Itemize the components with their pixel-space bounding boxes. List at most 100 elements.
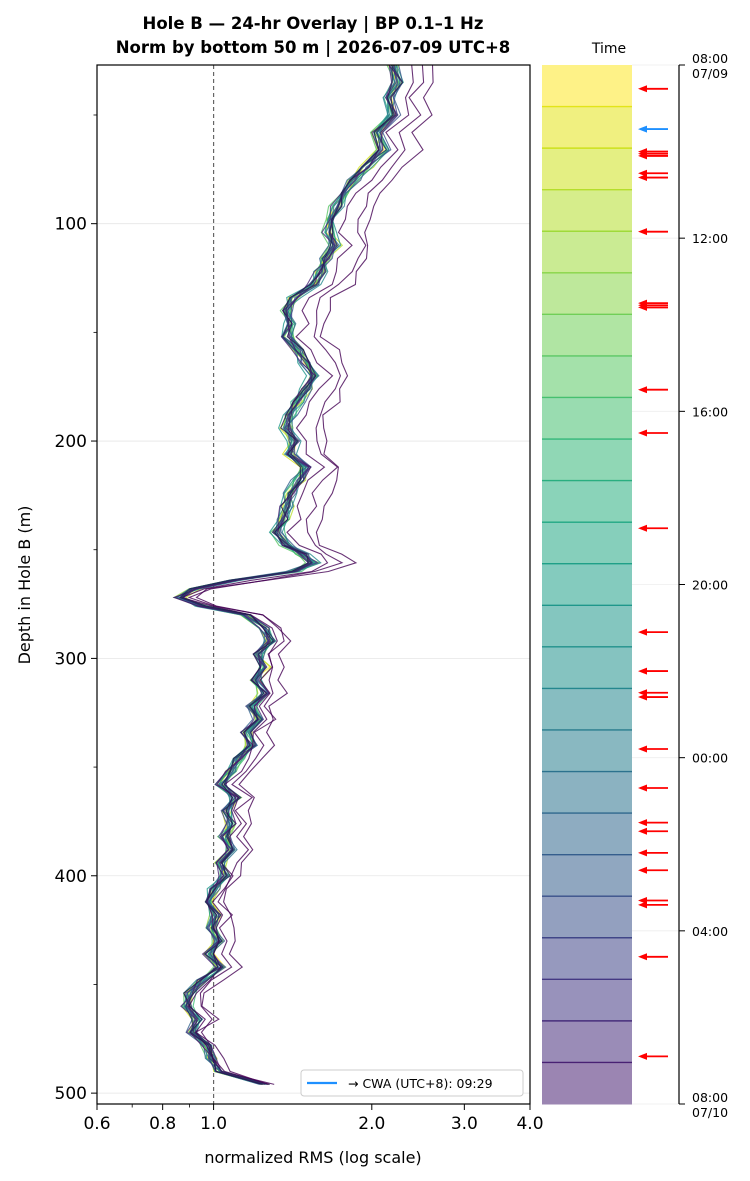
y-axis: 100 200 300 400 500 — [55, 114, 97, 1104]
x-tick-label-0.8: 0.8 — [149, 1114, 176, 1134]
colorbar-band-13 — [542, 605, 632, 648]
colorbar-tick-label: 08:00 — [692, 51, 728, 66]
colorbar-bands — [542, 64, 679, 1105]
chart-title: Hole B — 24-hr Overlay | BP 0.1–1 Hz Nor… — [116, 14, 511, 58]
colorbar-ticks: 08:0007/0912:0016:0020:0000:0004:0008:00… — [679, 51, 728, 1120]
y-tick-label-100: 100 — [55, 215, 87, 235]
event-arrow-24-head — [638, 901, 647, 909]
event-arrow-3-head — [638, 152, 647, 160]
event-arrow-17 — [638, 745, 668, 753]
colorbar-band-1 — [542, 106, 632, 149]
event-arrow-0 — [638, 85, 668, 93]
legend-box — [300, 1069, 524, 1097]
colorbar-band-17 — [542, 771, 632, 814]
colorbar-band-10 — [542, 480, 632, 523]
event-arrow-6 — [638, 228, 668, 236]
y-axis-label: Depth in Hole B (m) — [15, 506, 34, 665]
event-arrow-13-head — [638, 628, 647, 636]
colorbar-band-5 — [542, 272, 632, 315]
y-tick-label-300: 300 — [55, 649, 87, 669]
event-arrow-11 — [638, 429, 668, 437]
event-arrow-12-head — [638, 524, 647, 532]
colorbar-tick-label: 04:00 — [692, 924, 728, 939]
trace-21 — [194, 64, 434, 1085]
event-arrow-10-head — [638, 386, 647, 394]
event-arrow-9 — [638, 303, 668, 311]
event-arrow-19 — [638, 819, 668, 827]
event-arrow-14-head — [638, 667, 647, 675]
event-arrow-20-head — [638, 827, 647, 835]
colorbar-band-12 — [542, 563, 632, 606]
y-tick-label-500: 500 — [55, 1084, 87, 1104]
event-arrow-15 — [638, 689, 668, 697]
event-arrow-18 — [638, 784, 668, 792]
event-arrow-24 — [638, 901, 668, 909]
event-arrow-14 — [638, 667, 668, 675]
colorbar: Time 08:0007/0912:0016:0020:0000:0004:00… — [542, 41, 728, 1120]
cwa-arrow — [638, 125, 668, 133]
plot-area: 0.6 0.8 1.0 2.0 3.0 4.0 100 200 300 400 500 norma… — [15, 64, 544, 1167]
trace-19 — [180, 64, 414, 1085]
event-arrow-16 — [638, 693, 668, 701]
colorbar-tick-sublabel: 07/10 — [692, 1105, 728, 1120]
y-tick-label-400: 400 — [55, 867, 87, 887]
event-arrow-26-head — [638, 1052, 647, 1060]
colorbar-band-9 — [542, 439, 632, 482]
event-arrow-5-head — [638, 174, 647, 182]
colorbar-tick-label: 00:00 — [692, 751, 728, 766]
event-arrow-9-head — [638, 303, 647, 311]
trace-group — [172, 64, 434, 1085]
trace-23 — [180, 64, 404, 1085]
x-tick-label-0.6: 0.6 — [83, 1114, 110, 1134]
legend: → CWA (UTC+8): 09:29 — [300, 1069, 524, 1097]
event-arrow-3 — [638, 152, 668, 160]
event-arrow-11-head — [638, 429, 647, 437]
y-tick-label-200: 200 — [55, 432, 87, 452]
event-arrow-0-head — [638, 85, 647, 93]
colorbar-tick-label: 16:00 — [692, 404, 728, 419]
title-line-2: Norm by bottom 50 m | 2026-07-09 UTC+8 — [116, 38, 511, 58]
event-arrow-23 — [638, 897, 668, 905]
colorbar-band-2 — [542, 148, 632, 191]
colorbar-band-14 — [542, 646, 632, 689]
trace-18 — [172, 64, 404, 1085]
event-arrow-19-head — [638, 819, 647, 827]
event-arrow-21 — [638, 849, 668, 857]
event-arrow-22-head — [638, 866, 647, 874]
colorbar-band-3 — [542, 189, 632, 232]
colorbar-tick-sublabel: 07/09 — [692, 66, 728, 81]
colorbar-band-7 — [542, 355, 632, 398]
legend-label: → CWA (UTC+8): 09:29 — [348, 1076, 493, 1091]
colorbar-band-8 — [542, 397, 632, 440]
plot-frame — [96, 64, 531, 1105]
event-arrow-16-head — [638, 693, 647, 701]
event-arrow-10 — [638, 386, 668, 394]
event-arrows — [638, 85, 668, 1060]
event-arrow-20 — [638, 827, 668, 835]
colorbar-band-20 — [542, 896, 632, 939]
colorbar-band-21 — [542, 937, 632, 980]
colorbar-band-11 — [542, 522, 632, 565]
x-axis-label: normalized RMS (log scale) — [204, 1148, 421, 1167]
colorbar-tick-label: 20:00 — [692, 578, 728, 593]
colorbar-band-22 — [542, 979, 632, 1022]
event-arrow-25-head — [638, 953, 647, 961]
colorbar-band-23 — [542, 1020, 632, 1063]
event-arrow-17-head — [638, 745, 647, 753]
colorbar-band-15 — [542, 688, 632, 731]
event-arrow-12 — [638, 524, 668, 532]
plot-background — [97, 65, 530, 1104]
colorbar-tick-label: 08:00 — [692, 1090, 728, 1105]
event-arrow-26 — [638, 1052, 668, 1060]
colorbar-band-0 — [542, 65, 632, 108]
event-arrow-21-head — [638, 849, 647, 857]
event-arrow-4 — [638, 169, 668, 177]
colorbar-band-6 — [542, 314, 632, 357]
x-tick-label-2.0: 2.0 — [358, 1114, 385, 1134]
colorbar-band-18 — [542, 813, 632, 856]
event-arrow-22 — [638, 866, 668, 874]
colorbar-band-24 — [542, 1062, 632, 1105]
event-arrow-5 — [638, 174, 668, 182]
event-arrow-25 — [638, 953, 668, 961]
